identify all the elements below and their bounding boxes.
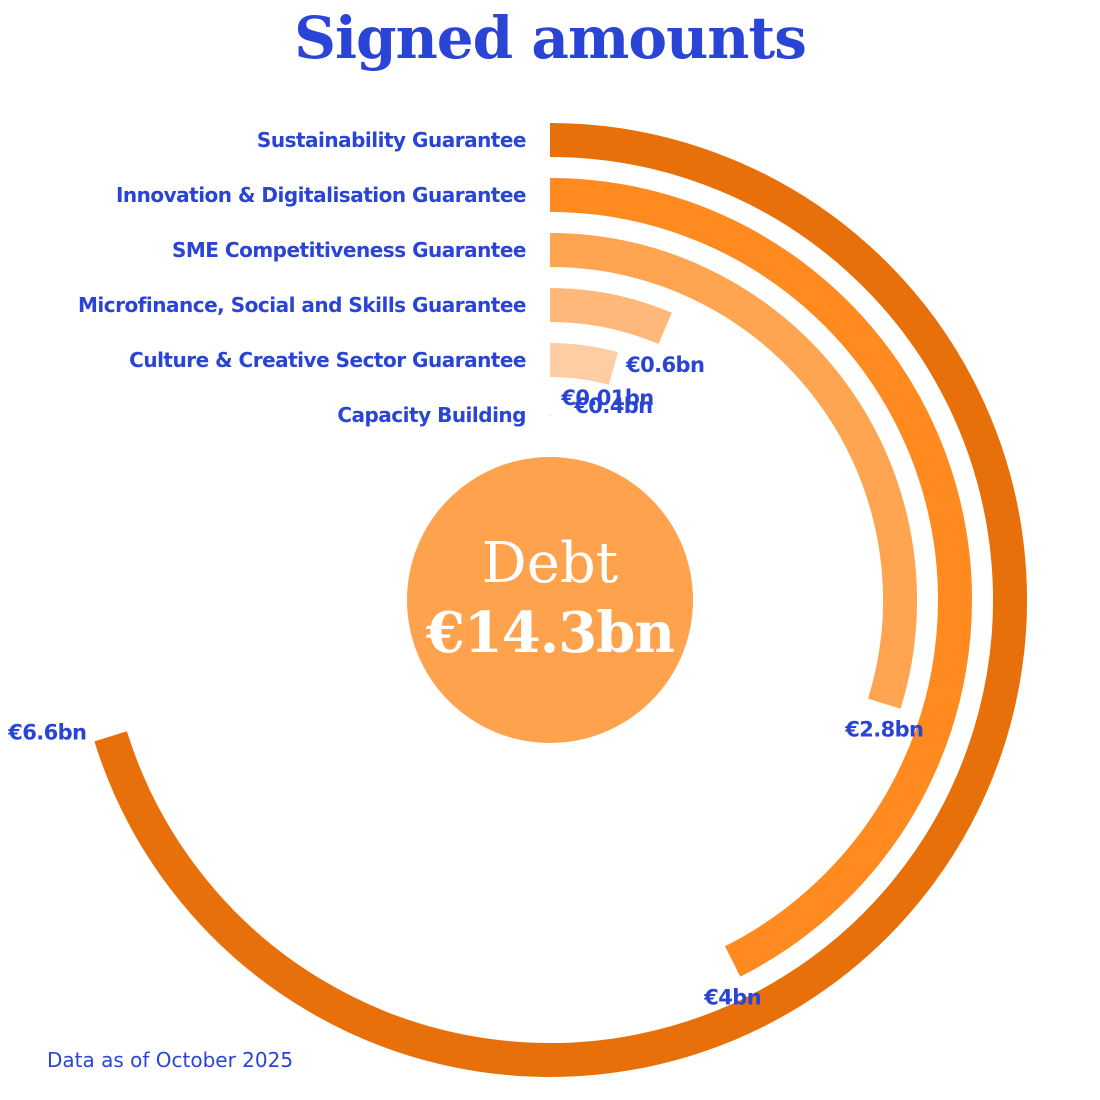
- footnote: Data as of October 2025: [47, 1048, 293, 1072]
- center-circle: [407, 457, 693, 743]
- category-labels: Sustainability Guarantee Innovation & Dig…: [78, 128, 527, 427]
- category-label-2: SME Competitiveness Guarantee: [172, 238, 526, 262]
- value-label-0: €6.6bn: [7, 720, 86, 744]
- bar-0: [94, 123, 1027, 1077]
- value-label-3: €0.6bn: [625, 353, 704, 377]
- bar-3: [549, 288, 672, 345]
- center-label: Debt: [482, 531, 619, 596]
- value-label-4: €0.4bn: [573, 394, 652, 418]
- bar-2: [549, 233, 917, 709]
- bar-4: [549, 343, 618, 386]
- category-label-4: Culture & Creative Sector Guarantee: [129, 348, 526, 372]
- category-label-0: Sustainability Guarantee: [257, 128, 526, 152]
- value-label-5: €0.01bn: [560, 386, 653, 410]
- chart-title: Signed amounts: [294, 4, 806, 72]
- category-label-3: Microfinance, Social and Skills Guarante…: [78, 293, 526, 317]
- value-label-1: €4bn: [703, 986, 761, 1010]
- value-label-2: €2.8bn: [844, 718, 923, 742]
- category-label-1: Innovation & Digitalisation Guarantee: [116, 183, 526, 207]
- category-label-5: Capacity Building: [337, 403, 526, 427]
- bars-group: [94, 123, 1027, 1077]
- center-value: €14.3bn: [425, 600, 675, 666]
- bar-1: [549, 178, 972, 977]
- value-labels: €6.6bn €4bn €2.8bn €0.6bn €0.4bn€0.01bn: [7, 353, 924, 1010]
